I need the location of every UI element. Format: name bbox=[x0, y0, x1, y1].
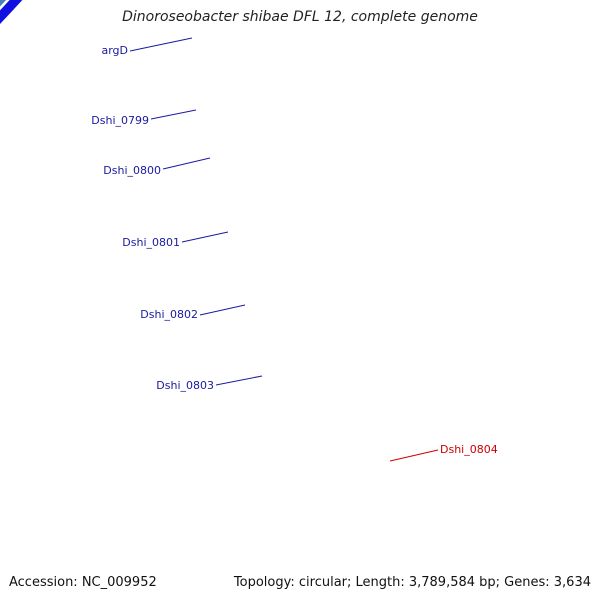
gene-features bbox=[0, 0, 29, 76]
gene-label-dshi-0802[interactable]: Dshi_0802 bbox=[140, 308, 198, 321]
gene-label-leader bbox=[129, 37, 193, 52]
gene-label-dshi-0803[interactable]: Dshi_0803 bbox=[156, 379, 214, 392]
gene-label-leader bbox=[150, 109, 197, 120]
gene-argd[interactable] bbox=[0, 0, 29, 76]
accession-text: Accession: NC_009952 bbox=[9, 575, 157, 590]
topology-text: Topology: circular; Length: 3,789,584 bp… bbox=[233, 575, 591, 590]
gene-label-argd[interactable]: argD bbox=[101, 44, 128, 57]
map-title: Dinoroseobacter shibae DFL 12, complete … bbox=[122, 9, 478, 25]
gene-label-leader bbox=[199, 304, 246, 316]
gene-label-dshi-0801[interactable]: Dshi_0801 bbox=[122, 236, 180, 249]
gene-label-leader bbox=[181, 231, 229, 243]
gene-labels: argD Dshi_0799 Dshi_0800 Dshi_0801 Dshi_0802… bbox=[91, 37, 498, 462]
gene-label-leader bbox=[162, 157, 211, 170]
gene-label-dshi-0799[interactable]: Dshi_0799 bbox=[91, 114, 149, 127]
gene-label-leader bbox=[389, 449, 439, 462]
gene-label-dshi-0800[interactable]: Dshi_0800 bbox=[103, 164, 161, 177]
gene-argd-cds[interactable] bbox=[0, 0, 12, 76]
gene-label-leader bbox=[215, 375, 263, 386]
gene-label-dshi-0804[interactable]: Dshi_0804 bbox=[440, 443, 498, 456]
